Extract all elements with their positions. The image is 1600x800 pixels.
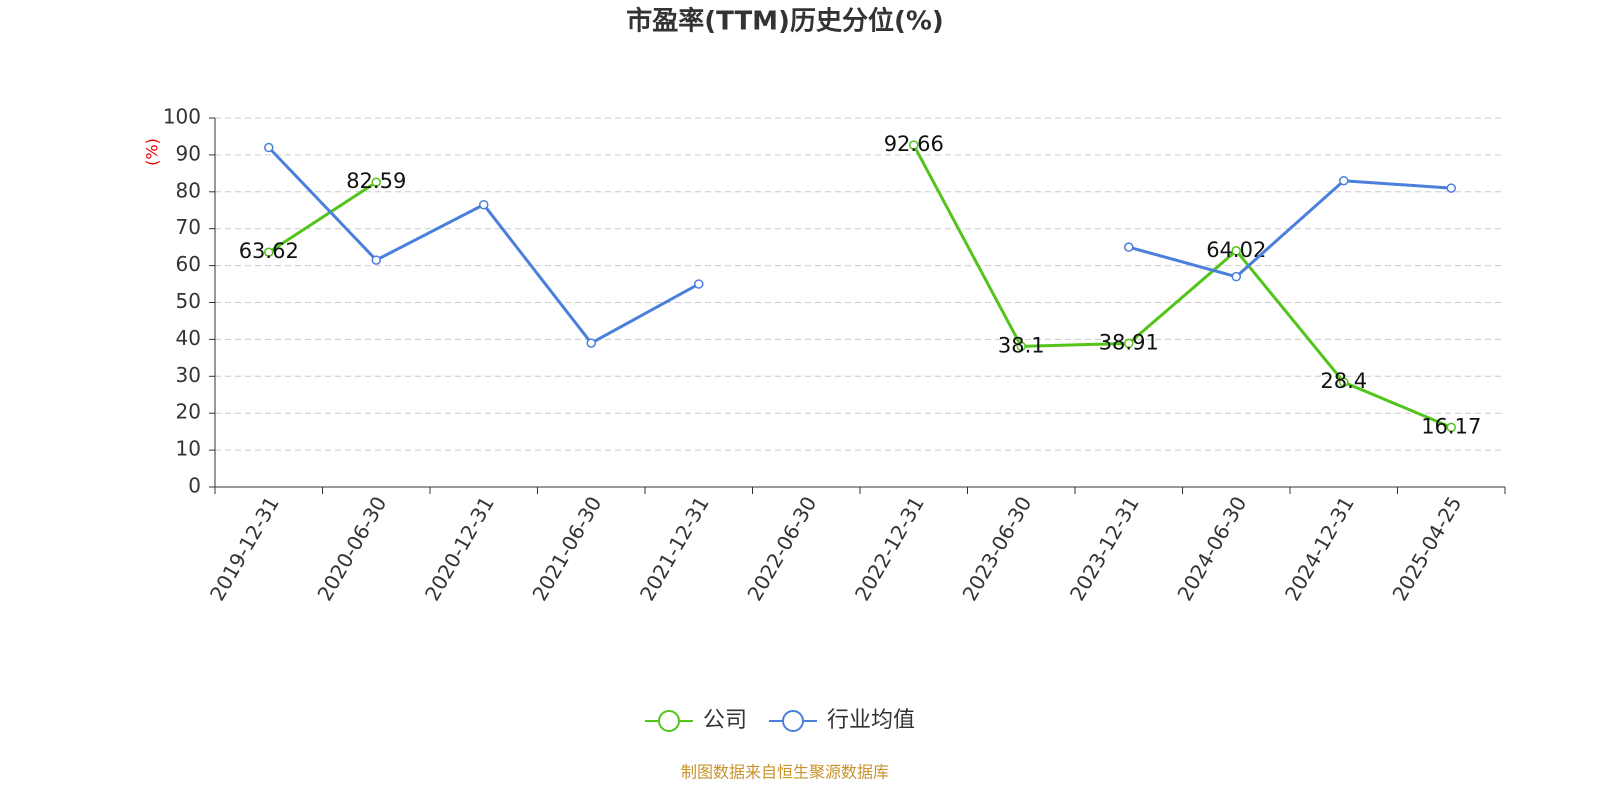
x-tick-label: 2024-06-30 xyxy=(1172,492,1251,605)
x-tick-label: 2021-06-30 xyxy=(527,492,606,605)
chart-title: 市盈率(TTM)历史分位(%) xyxy=(626,6,944,37)
y-axis-label: (%) xyxy=(143,138,162,166)
y-tick-label: 0 xyxy=(188,474,201,498)
legend-label: 行业均值 xyxy=(827,708,915,733)
data-label: 82.59 xyxy=(346,169,406,193)
data-point xyxy=(1339,377,1349,387)
x-tick-label: 2019-12-31 xyxy=(205,492,284,605)
y-tick-label: 40 xyxy=(176,326,201,350)
x-tick-label: 2023-12-31 xyxy=(1065,492,1144,605)
data-point xyxy=(694,279,704,289)
data-point xyxy=(1446,183,1456,193)
x-tick-label: 2023-06-30 xyxy=(957,492,1036,605)
data-point xyxy=(1016,341,1026,352)
data-point xyxy=(1231,246,1241,256)
data-point xyxy=(1339,175,1349,186)
series-line xyxy=(267,146,1452,346)
series-line xyxy=(267,144,1452,429)
data-label: 63.62 xyxy=(239,239,299,263)
x-tick-label: 2020-06-30 xyxy=(312,492,391,605)
data-point xyxy=(371,177,381,187)
x-tick-label: 2022-12-31 xyxy=(850,492,929,605)
data-point xyxy=(586,338,596,348)
y-tick-label: 90 xyxy=(176,141,201,165)
y-tick-label: 20 xyxy=(176,400,201,424)
y-tick-label: 100 xyxy=(163,105,201,129)
y-tick-label: 50 xyxy=(176,289,201,313)
data-label: 92.66 xyxy=(884,132,944,156)
source-note: 制图数据来自恒生聚源数据库 xyxy=(681,763,889,782)
legend-label: 公司 xyxy=(703,708,747,733)
data-point xyxy=(264,142,274,153)
data-point xyxy=(1124,242,1134,252)
data-label: 28.4 xyxy=(1320,369,1367,393)
y-tick-label: 60 xyxy=(176,252,201,276)
data-point xyxy=(479,199,489,210)
data-label: 38.1 xyxy=(998,333,1045,357)
data-point xyxy=(1231,271,1241,282)
y-tick-label: 30 xyxy=(176,363,201,387)
x-tick-label: 2025-04-25 xyxy=(1387,492,1466,605)
data-label: 38.91 xyxy=(1099,330,1159,354)
x-tick-label: 2024-12-31 xyxy=(1280,492,1359,605)
data-point xyxy=(1446,422,1456,433)
data-point xyxy=(909,140,919,150)
x-tick-label: 2022-06-30 xyxy=(742,492,821,605)
legend-marker xyxy=(782,710,805,732)
y-tick-label: 80 xyxy=(176,178,201,202)
y-tick-label: 10 xyxy=(176,437,201,461)
legend-marker xyxy=(658,710,680,732)
data-label: 16.17 xyxy=(1421,414,1481,438)
x-tick-label: 2021-12-31 xyxy=(635,492,714,605)
x-tick-label: 2020-12-31 xyxy=(420,492,499,605)
data-point xyxy=(264,247,274,257)
data-point xyxy=(371,255,381,265)
data-point xyxy=(1124,338,1134,349)
y-tick-label: 70 xyxy=(176,215,201,239)
